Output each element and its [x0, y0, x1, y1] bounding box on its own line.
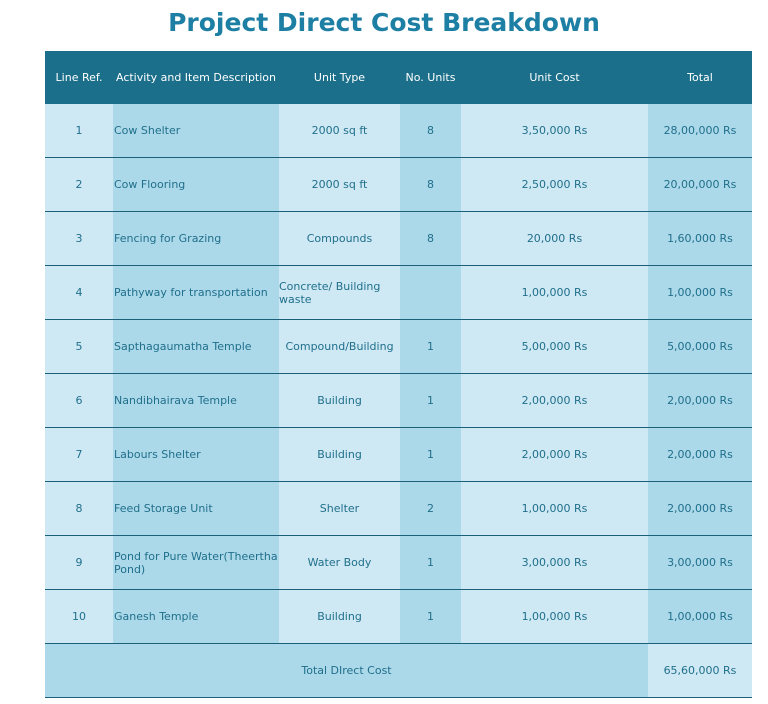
table-cell: 5	[45, 320, 113, 373]
table-row: 6 Nandibhairava Temple Building 1 2,00,000 R…	[45, 374, 752, 428]
table-cell: 3	[45, 212, 113, 265]
table-cell: Fencing for Grazing	[113, 212, 279, 265]
table-cell: 3,00,000 Rs	[648, 536, 752, 589]
table-cell: 1	[45, 104, 113, 157]
table-cell: 6	[45, 374, 113, 427]
table-row: 8 Feed Storage Unit Shelter 2 1,00,000 Rs 2,0…	[45, 482, 752, 536]
table-cell: 9	[45, 536, 113, 589]
table-cell: 3,00,000 Rs	[461, 536, 648, 589]
table-cell: Nandibhairava Temple	[113, 374, 279, 427]
table-cell: 2,00,000 Rs	[648, 482, 752, 535]
header-cell: Total	[687, 71, 713, 84]
table-cell: 2	[400, 482, 461, 535]
title: Project Direct Cost Breakdown	[168, 8, 600, 37]
total-label: Total DIrect Cost	[45, 644, 648, 697]
table-cell: 1,00,000 Rs	[648, 590, 752, 643]
table-cell: Compound/Building	[279, 320, 400, 373]
table-cell: Cow Flooring	[113, 158, 279, 211]
table-cell: 1	[400, 428, 461, 481]
table-cell: 5,00,000 Rs	[648, 320, 752, 373]
table-cell: Building	[279, 590, 400, 643]
table-cell: 1,00,000 Rs	[461, 266, 648, 319]
table-cell: Pathyway for transportation	[113, 266, 279, 319]
table-row: 9 Pond for Pure Water(Theertha Pond) Water…	[45, 536, 752, 590]
table-cell: 8	[400, 212, 461, 265]
table-cell: Pond for Pure Water(Theertha Pond)	[113, 536, 279, 589]
table-cell: 5,00,000 Rs	[461, 320, 648, 373]
table-cell: 8	[400, 158, 461, 211]
table-cell: Feed Storage Unit	[113, 482, 279, 535]
table-cell: 1	[400, 590, 461, 643]
table-cell: 2000 sq ft	[279, 104, 400, 157]
table-cell: 1,60,000 Rs	[648, 212, 752, 265]
table-cell: 8	[45, 482, 113, 535]
table-cell: 2000 sq ft	[279, 158, 400, 211]
table-cell: Concrete/ Building waste	[279, 266, 400, 319]
table-cell: Water Body	[279, 536, 400, 589]
header-cell: No. Units	[405, 71, 456, 84]
table-cell: 2,00,000 Rs	[648, 374, 752, 427]
table-cell: 20,00,000 Rs	[648, 158, 752, 211]
table-cell: 2,00,000 Rs	[461, 374, 648, 427]
table-row: 7 Labours Shelter Building 1 2,00,000 Rs 2,00…	[45, 428, 752, 482]
table-cell: 1,00,000 Rs	[461, 482, 648, 535]
table-cell: 8	[400, 104, 461, 157]
table-cell: 1	[400, 320, 461, 373]
table-cell: Building	[279, 374, 400, 427]
table-cell: 20,000 Rs	[461, 212, 648, 265]
table-cell: Ganesh Temple	[113, 590, 279, 643]
table-cell: 1	[400, 374, 461, 427]
table-cell: 28,00,000 Rs	[648, 104, 752, 157]
table-cell: 4	[45, 266, 113, 319]
table-cell: 1,00,000 Rs	[648, 266, 752, 319]
table-row: 1 Cow Shelter 2000 sq ft 8 3,50,000 Rs 28,00,…	[45, 104, 752, 158]
table-cell: Sapthagaumatha Temple	[113, 320, 279, 373]
table-cell: 7	[45, 428, 113, 481]
table-row: 2 Cow Flooring 2000 sq ft 8 2,50,000 Rs 20,00…	[45, 158, 752, 212]
table-row: 3 Fencing for Grazing Compounds 8 20,000 Rs 1…	[45, 212, 752, 266]
table-cell: 10	[45, 590, 113, 643]
header-row: Line Ref. Activity and Item Description Un…	[45, 51, 752, 104]
table-cell: 2,00,000 Rs	[648, 428, 752, 481]
table-cell: 2,50,000 Rs	[461, 158, 648, 211]
table-row: 10 Ganesh Temple Building 1 1,00,000 Rs 1,00,…	[45, 590, 752, 644]
table-cell: 3,50,000 Rs	[461, 104, 648, 157]
table-cell: 1	[400, 536, 461, 589]
total-value: 65,60,000 Rs	[648, 644, 752, 697]
table-cell: Cow Shelter	[113, 104, 279, 157]
table-row: 5 Sapthagaumatha Temple Compound/Building 1…	[45, 320, 752, 374]
table-cell: Labours Shelter	[113, 428, 279, 481]
table-cell: Building	[279, 428, 400, 481]
cost-table: Line Ref. Activity and Item Description Un…	[45, 51, 752, 698]
table-cell: 2,00,000 Rs	[461, 428, 648, 481]
header-cell: Activity and Item Description	[115, 71, 276, 84]
total-row: Total DIrect Cost 65,60,000 Rs	[45, 644, 752, 698]
table-cell	[400, 266, 461, 319]
table-cell: Compounds	[279, 212, 400, 265]
header-cell: Line Ref.	[55, 71, 103, 84]
table-cell: 1,00,000 Rs	[461, 590, 648, 643]
table-row: 4 Pathyway for transportation Concrete/ Bu…	[45, 266, 752, 320]
table-cell: Shelter	[279, 482, 400, 535]
table-cell: 2	[45, 158, 113, 211]
header-cell: Unit Type	[313, 71, 366, 84]
header-cell: Unit Cost	[529, 71, 580, 84]
